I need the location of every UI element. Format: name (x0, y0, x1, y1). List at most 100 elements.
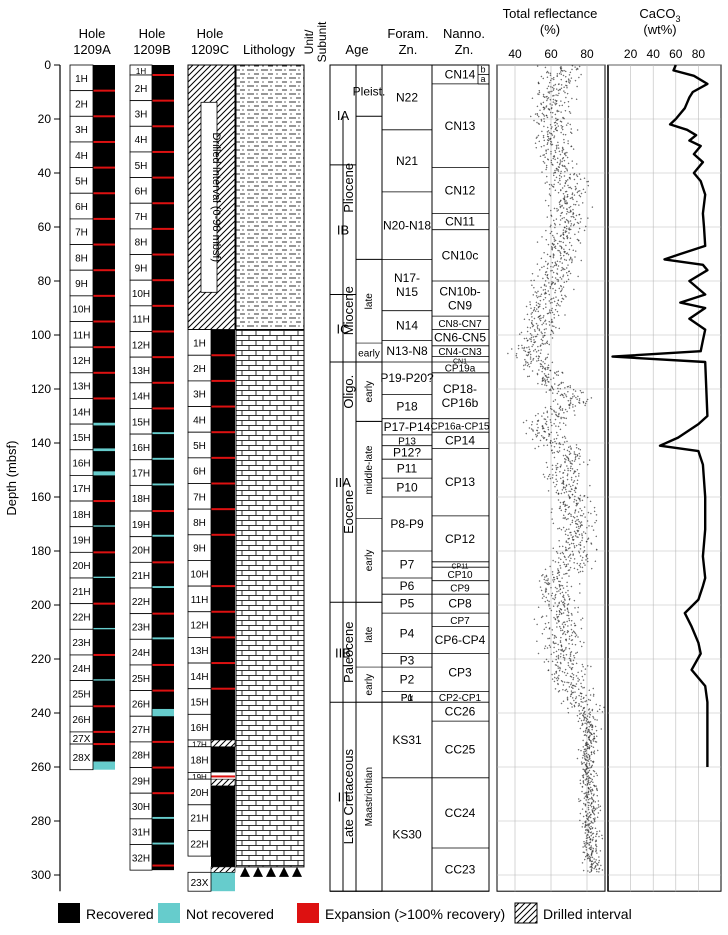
expansion-mark (93, 140, 115, 143)
depth-tick-label: 60 (38, 220, 52, 234)
expansion-mark (211, 431, 235, 434)
caco3-tick-label: 80 (692, 47, 706, 61)
foram-zone-label: N14 (396, 319, 418, 333)
nanno-zone-label: CP3 (448, 666, 472, 680)
hole-1209c-column: 1H 2H 3H 4H 5H 6H 7H 8H 9H 10H 11H 12H 13H 14H 15H 16H 1… (187, 64, 236, 892)
expansion-mark (152, 330, 174, 333)
foram-zone-label: N17-N15 (394, 271, 420, 299)
subage-label: Maastrichtian (364, 767, 375, 826)
core-label: 25H (132, 674, 150, 685)
core-label: 15H (190, 698, 208, 709)
expansion-mark (152, 663, 174, 666)
drilled-interval-small (210, 739, 236, 748)
expansion-mark (93, 346, 115, 349)
expansion-mark (152, 510, 174, 513)
foram-zone-label: KS31 (392, 733, 422, 747)
depth-tick-label: 140 (31, 436, 51, 450)
expansion-mark (93, 371, 115, 374)
foram-zone-label: N13-N8 (386, 344, 428, 358)
depth-axis: 0 20 40 60 80 100 120 140 160 180 200 220 240 260 280 3… (4, 58, 61, 892)
foram-header-l1: Foram. (387, 26, 428, 41)
nanno-zone-label: CP8 (448, 597, 472, 611)
not-recovered-interval (211, 872, 235, 892)
expansion-mark (152, 561, 174, 564)
expansion-mark (211, 533, 235, 536)
depth-tick-label: 300 (31, 868, 51, 882)
core-label: 13H (132, 366, 150, 377)
core-label: 26H (132, 699, 150, 710)
expansion-mark (211, 405, 235, 408)
not-recovered-interval (152, 816, 174, 819)
legend: Recovered Not recovered Expansion (>100%… (58, 902, 632, 924)
core-label: 1H (75, 74, 88, 85)
hole-b-header-l2: 1209B (133, 42, 171, 57)
core-label: 8H (193, 518, 206, 529)
stratigraphy-columns: IAIBICIIAIIBIIIPleist.PlioceneMioceneOli… (329, 64, 490, 892)
core-label: 23H (132, 622, 150, 633)
chert-symbol (266, 866, 276, 877)
core-label: 13H (72, 382, 90, 393)
expansion-mark (152, 381, 174, 384)
depth-tick-label: 200 (31, 598, 51, 612)
subage-label: early (358, 349, 380, 360)
expansion-mark (93, 269, 115, 272)
core-label: 4H (75, 151, 88, 162)
expansion-mark (152, 766, 174, 769)
not-recovered-interval (93, 627, 115, 630)
nanno-zone-label: CN13 (445, 119, 476, 133)
not-recovered-interval (93, 525, 115, 527)
not-recovered-interval (93, 422, 115, 426)
depth-tick-label: 80 (38, 274, 52, 288)
chert-symbol (279, 866, 289, 877)
core-box (129, 844, 153, 871)
core-label: 29H (132, 776, 150, 787)
expansion-mark (211, 662, 235, 665)
expansion-mark (93, 551, 115, 554)
foram-zone-label: N21 (396, 154, 418, 168)
nanno-zone-label: CN14 (445, 67, 476, 81)
nanno-zone-label: CP13 (445, 475, 475, 489)
nanno-subzone-label: a (480, 74, 485, 84)
reflectance-data-points (507, 65, 605, 873)
drilled-label-box (200, 101, 218, 293)
core-label: 2H (135, 84, 148, 95)
core-label: 16H (72, 459, 90, 470)
core-label: 11H (73, 330, 91, 341)
foram-zone-label: Pα (401, 693, 414, 704)
nanno-zone-label: CP10 (447, 570, 472, 581)
core-label: 2H (193, 364, 206, 375)
expansion-mark (211, 610, 235, 613)
legend-drilled-swatch (514, 902, 538, 924)
nanno-zone-label: CN6-CN5 (434, 331, 486, 345)
caco3-subscript: 3 (676, 14, 681, 24)
foram-zone-label: P8-P9 (390, 517, 424, 531)
reflectance-header-l1: Total reflectance (503, 6, 598, 21)
subage-label: late (364, 626, 375, 643)
hole-b-header-l1: Hole (139, 26, 166, 41)
caco3-tick-label: 40 (647, 47, 661, 61)
foram-zone-label: P5 (400, 597, 415, 611)
reflectance-tick-label: 40 (508, 47, 522, 61)
subage-label: early (364, 550, 375, 572)
not-recovered-interval (152, 586, 174, 588)
core-box (187, 830, 212, 857)
subage-label: early (364, 381, 375, 403)
core-label: 9H (135, 263, 148, 274)
depth-tick-label: 0 (44, 58, 51, 72)
reflectance-tick-label: 80 (580, 47, 594, 61)
nanno-zone-label: CP18-CP16b (442, 382, 479, 410)
nanno-subzone-label: b (480, 65, 485, 75)
core-label: 10H (190, 569, 208, 580)
nanno-zone-label: CN12 (445, 184, 476, 198)
core-label: 28X (73, 753, 91, 764)
caco3-plot: 20 40 60 80 (607, 47, 722, 892)
subage-label: late (364, 293, 375, 310)
expansion-mark (152, 864, 174, 867)
core-label: 18H (132, 494, 150, 505)
hole-a-header-l2: 1209A (73, 42, 111, 57)
depth-tick-label: 40 (38, 166, 52, 180)
expansion-mark (93, 243, 115, 246)
legend-recovered-label: Recovered (86, 906, 154, 922)
nanno-zone-label: CP7 (450, 616, 470, 627)
core-label: 5H (193, 441, 206, 452)
